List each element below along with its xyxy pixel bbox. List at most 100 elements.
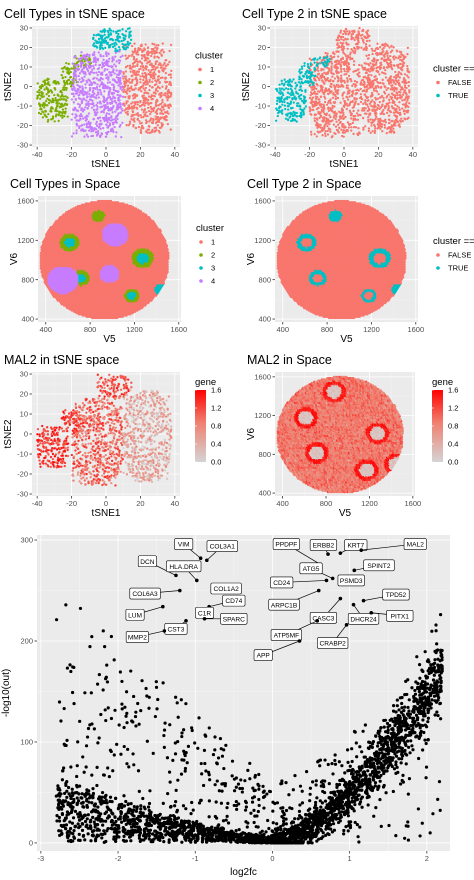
point-cluster-1 <box>131 69 135 73</box>
point-cluster-3 <box>109 33 113 36</box>
point-cluster-1 <box>152 73 155 76</box>
point-cluster-4 <box>83 54 86 57</box>
point-cluster-4 <box>107 86 110 89</box>
point-cluster-4 <box>119 95 122 98</box>
point-cluster-false <box>323 71 326 74</box>
point-cluster-4 <box>94 58 97 61</box>
point-cluster-false <box>359 93 363 96</box>
point-cluster-false <box>389 50 392 54</box>
point-cluster-false <box>366 29 370 32</box>
point-cluster-false <box>391 78 394 82</box>
point-cluster-false <box>351 30 354 33</box>
point-cluster-1 <box>132 125 135 128</box>
point-cluster-true <box>274 119 278 122</box>
point-cluster-false <box>343 61 346 64</box>
point-cluster-false <box>345 41 348 44</box>
point-cluster-false <box>339 58 343 62</box>
point-cluster-false <box>391 86 394 89</box>
point-cluster-2 <box>62 70 65 73</box>
point-cluster-false <box>397 65 400 68</box>
point-cluster-1 <box>137 53 140 56</box>
point-cluster-1 <box>134 48 137 52</box>
point-cluster-1 <box>169 95 172 98</box>
point-cluster-true <box>297 95 300 98</box>
point-cluster-1 <box>134 78 137 81</box>
x-tick-label: 1200 <box>126 325 143 334</box>
point-cluster-false <box>403 98 406 101</box>
point-cluster-false <box>400 50 403 54</box>
point-cluster-2 <box>60 74 63 77</box>
point-cluster-false <box>332 55 336 59</box>
point-cluster-4 <box>96 130 100 133</box>
point-cluster-false <box>336 92 339 96</box>
point-cluster-false <box>380 119 383 122</box>
point-cluster-false <box>330 82 333 86</box>
point-cluster-1 <box>164 94 167 97</box>
point-cluster-1 <box>139 78 142 81</box>
legend-label: 3 <box>210 91 214 100</box>
point-cluster-1 <box>163 115 167 119</box>
point-cluster-false <box>368 84 371 88</box>
point-cluster-false <box>359 34 362 37</box>
point-cluster-2 <box>49 89 52 92</box>
point-cluster-false <box>324 122 327 126</box>
point-cluster-4 <box>105 131 108 135</box>
point-cluster-false <box>369 118 372 121</box>
legend-title: cluster == 2 <box>433 64 474 75</box>
point-cluster-3 <box>100 36 103 39</box>
point-cluster-4 <box>73 87 76 90</box>
point-cluster-4 <box>114 65 118 68</box>
point-cluster-4 <box>77 74 80 78</box>
point-cluster-2 <box>50 118 53 121</box>
point-cluster-4 <box>99 119 102 122</box>
point-cluster-true <box>299 107 302 111</box>
point-cluster-4 <box>118 103 122 106</box>
point-cluster-1 <box>126 84 130 87</box>
point-cluster-1 <box>164 76 168 80</box>
point-cluster-false <box>361 89 364 93</box>
point-cluster-false <box>384 52 388 55</box>
point-cluster-4 <box>75 131 78 135</box>
point-cluster-4 <box>80 107 84 110</box>
point-cluster-true <box>313 68 316 71</box>
point-cluster-false <box>313 102 316 106</box>
point-cluster-false <box>334 66 338 69</box>
point-cluster-false <box>408 89 411 92</box>
point-cluster-false <box>326 124 329 128</box>
point-cluster-false <box>393 55 396 58</box>
point-cluster-4 <box>109 98 113 101</box>
point-cluster-false <box>398 113 402 117</box>
point-cluster-1 <box>126 113 129 116</box>
point-cluster-false <box>346 80 349 83</box>
point-cluster-4 <box>107 65 111 68</box>
chart-title: Cell Types in tSNE space <box>4 7 145 21</box>
point-cluster-false <box>334 97 337 101</box>
y-axis-label: tSNE2 <box>241 72 252 101</box>
point-cluster-false <box>344 129 348 133</box>
point-cluster-1 <box>139 99 142 103</box>
point-cluster-4 <box>92 86 95 90</box>
point-cluster-true <box>304 90 307 93</box>
point-cluster-false <box>404 91 407 95</box>
legend-key <box>436 80 440 85</box>
point-cluster-false <box>308 57 311 60</box>
point-cluster-2 <box>36 94 39 97</box>
point-cluster-1 <box>135 58 138 61</box>
point-cluster-false <box>398 123 401 126</box>
point-cluster-2 <box>41 92 44 95</box>
point-cluster-false <box>387 80 391 83</box>
point-cluster-false <box>392 93 395 97</box>
point-cluster-false <box>348 95 351 98</box>
point-cluster-3 <box>126 27 130 31</box>
point-cluster-1 <box>150 54 153 58</box>
point-cluster-1 <box>139 47 142 50</box>
point-cluster-false <box>375 66 378 70</box>
point-cluster-4 <box>114 135 117 138</box>
point-cluster-4 <box>118 61 121 65</box>
point-cluster-false <box>376 70 380 73</box>
point-cluster-false <box>396 96 399 100</box>
point-cluster-4 <box>100 132 103 135</box>
point-cluster-4 <box>112 95 115 98</box>
legend-key <box>198 80 202 85</box>
point-cluster-1 <box>153 71 156 74</box>
